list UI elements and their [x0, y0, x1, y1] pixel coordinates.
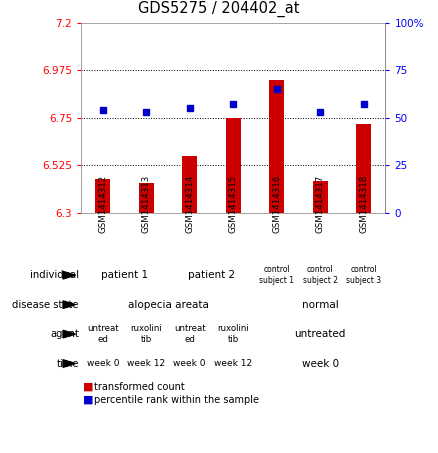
- Text: agent: agent: [50, 329, 79, 339]
- Text: normal: normal: [302, 299, 339, 310]
- Bar: [182, 156, 198, 213]
- Text: GSM1414317: GSM1414317: [316, 175, 325, 233]
- Polygon shape: [63, 360, 75, 367]
- Polygon shape: [63, 330, 75, 338]
- Text: week 12: week 12: [127, 359, 165, 368]
- Text: ruxolini
tib: ruxolini tib: [217, 324, 249, 344]
- Text: GSM1414312: GSM1414312: [98, 175, 107, 233]
- Text: ■: ■: [83, 382, 94, 392]
- Text: GSM1414314: GSM1414314: [185, 175, 194, 233]
- Text: disease state: disease state: [12, 299, 79, 310]
- Text: GDS5275 / 204402_at: GDS5275 / 204402_at: [138, 1, 300, 17]
- Text: transformed count: transformed count: [94, 382, 185, 392]
- Bar: [356, 124, 371, 213]
- Text: untreat
ed: untreat ed: [174, 324, 205, 344]
- Text: alopecia areata: alopecia areata: [127, 299, 208, 310]
- Text: week 0: week 0: [302, 358, 339, 369]
- Text: week 0: week 0: [87, 359, 119, 368]
- Text: GSM1414315: GSM1414315: [229, 175, 238, 233]
- Text: GSM1414316: GSM1414316: [272, 175, 281, 233]
- Text: GSM1414313: GSM1414313: [142, 175, 151, 233]
- Text: ■: ■: [83, 395, 94, 405]
- Polygon shape: [63, 301, 75, 308]
- Bar: [226, 118, 241, 213]
- Text: control
subject 2: control subject 2: [303, 265, 338, 285]
- Bar: [139, 183, 154, 213]
- Bar: [313, 181, 328, 213]
- Text: control
subject 3: control subject 3: [346, 265, 381, 285]
- Text: week 12: week 12: [214, 359, 252, 368]
- Bar: [269, 80, 284, 213]
- Text: GSM1414318: GSM1414318: [359, 175, 368, 233]
- Text: untreated: untreated: [294, 329, 346, 339]
- Text: control
subject 1: control subject 1: [259, 265, 294, 285]
- Text: patient 1: patient 1: [101, 270, 148, 280]
- Text: percentile rank within the sample: percentile rank within the sample: [94, 395, 259, 405]
- Text: patient 2: patient 2: [188, 270, 235, 280]
- Text: ruxolini
tib: ruxolini tib: [131, 324, 162, 344]
- Text: week 0: week 0: [173, 359, 206, 368]
- Text: individual: individual: [30, 270, 79, 280]
- Polygon shape: [63, 271, 75, 279]
- Bar: [95, 179, 110, 213]
- Text: untreat
ed: untreat ed: [87, 324, 119, 344]
- Text: time: time: [57, 358, 79, 369]
